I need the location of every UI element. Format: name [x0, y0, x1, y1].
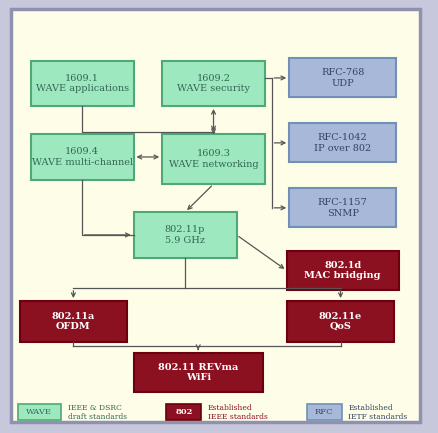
Text: Established
IETF standards: Established IETF standards	[348, 404, 407, 421]
FancyBboxPatch shape	[289, 188, 396, 227]
FancyBboxPatch shape	[287, 251, 399, 290]
FancyBboxPatch shape	[166, 404, 201, 420]
Text: IEEE & DSRC
draft standards: IEEE & DSRC draft standards	[68, 404, 127, 421]
FancyBboxPatch shape	[31, 61, 134, 106]
Text: 1609.1
WAVE applications: 1609.1 WAVE applications	[35, 74, 129, 93]
FancyBboxPatch shape	[20, 301, 127, 342]
Text: 1609.4
WAVE multi-channel: 1609.4 WAVE multi-channel	[32, 147, 133, 167]
Text: 1609.2
WAVE security: 1609.2 WAVE security	[177, 74, 250, 93]
Text: RFC-1157
SNMP: RFC-1157 SNMP	[318, 198, 367, 217]
Text: 802.11p
5.9 GHz: 802.11p 5.9 GHz	[165, 225, 205, 245]
Text: WAVE: WAVE	[26, 408, 53, 416]
FancyBboxPatch shape	[11, 9, 420, 422]
FancyBboxPatch shape	[307, 404, 342, 420]
FancyBboxPatch shape	[18, 404, 61, 420]
Text: 802.11 REVma
WiFi: 802.11 REVma WiFi	[158, 363, 238, 382]
Text: Established
IEEE standards: Established IEEE standards	[208, 404, 268, 421]
Text: 802.1d
MAC bridging: 802.1d MAC bridging	[304, 261, 381, 280]
Text: 1609.3
WAVE networking: 1609.3 WAVE networking	[169, 149, 258, 169]
FancyBboxPatch shape	[134, 353, 263, 392]
FancyBboxPatch shape	[287, 301, 394, 342]
FancyBboxPatch shape	[31, 134, 134, 180]
Text: 802.11a
OFDM: 802.11a OFDM	[52, 312, 95, 331]
FancyBboxPatch shape	[289, 58, 396, 97]
FancyBboxPatch shape	[162, 61, 265, 106]
Text: RFC: RFC	[315, 408, 333, 416]
Text: 802.11e
QoS: 802.11e QoS	[319, 312, 362, 331]
FancyBboxPatch shape	[134, 212, 237, 258]
Text: 802: 802	[175, 408, 193, 416]
FancyBboxPatch shape	[162, 134, 265, 184]
Text: RFC-1042
IP over 802: RFC-1042 IP over 802	[314, 133, 371, 152]
Text: RFC-768
UDP: RFC-768 UDP	[321, 68, 364, 87]
FancyBboxPatch shape	[289, 123, 396, 162]
